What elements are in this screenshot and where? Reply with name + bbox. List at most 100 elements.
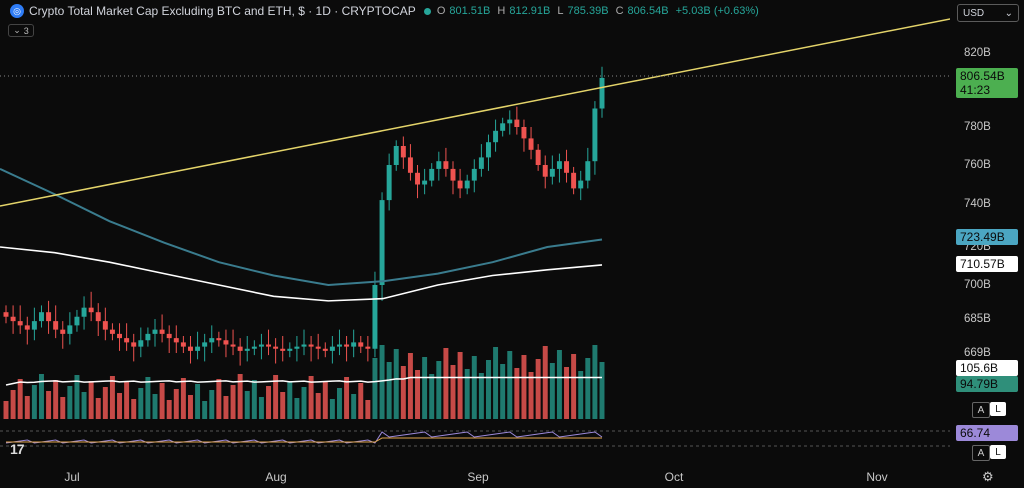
candle [258,344,264,347]
volume-bar [88,381,94,419]
volume-bar [294,398,300,419]
candle [393,146,399,165]
candle [209,338,215,343]
chevron-down-icon: ⌄ [1004,7,1013,19]
candle [60,329,66,334]
candle [251,346,257,349]
volume-bar [301,387,307,419]
volume-bar [549,363,555,419]
volume-bar [95,398,101,419]
chevron-down-icon: ⌄ [13,25,21,35]
candle [358,342,364,347]
candle [109,329,115,334]
volume-ma-line [5,376,602,386]
indicator-collapse-button[interactable]: ⌄ 3 [8,24,34,37]
candle [102,321,108,330]
rsi-log-scale-button[interactable]: L [990,445,1006,459]
candle [585,161,591,181]
candle [308,344,314,347]
price-tick: 740B [964,198,991,210]
volume-bar [450,365,456,419]
volume-bar [280,392,286,419]
cryptocap-logo-icon: ◎ [10,4,24,18]
volume-bar [159,383,165,419]
volume-bar [109,376,115,419]
volume-bar [464,369,470,419]
price-chart[interactable] [0,0,950,460]
candle [379,200,385,285]
chart-header: ◎ Crypto Total Market Cap Excluding BTC … [0,0,950,22]
candle [124,338,130,343]
candle [485,142,491,158]
volume-bar [60,397,66,419]
volume-bar [322,382,328,419]
volume-bar [478,373,484,419]
time-label: Oct [664,470,684,484]
change-value: +5.03B (+0.63%) [675,5,759,17]
candle [535,149,541,165]
candle [145,333,151,341]
candle [10,316,16,322]
auto-scale-button[interactable]: A [972,402,990,418]
candle [400,146,406,158]
settings-icon[interactable]: ⚙ [982,469,994,484]
volume-bar [407,353,413,419]
ma-short-badge: 710.57B [956,256,1018,272]
volume-bar [117,393,123,419]
candle [365,346,371,349]
volume-bar [329,399,335,419]
volume-bar [556,350,562,419]
time-label: Sep [467,470,489,484]
volume-bar [124,382,130,419]
volume-bar [102,387,108,419]
volume-bar [443,348,449,419]
volume-bar [372,358,378,419]
volume-bar [493,347,499,419]
candle [294,346,300,349]
trendline [0,18,950,207]
candle [415,172,421,185]
candle [202,342,208,347]
candle [17,321,23,326]
candle [571,172,577,189]
candle [372,285,378,349]
volume-bar [578,371,584,419]
volume-bar [258,397,264,419]
candle [131,342,137,347]
candle [31,321,37,330]
volume-bar [344,377,350,419]
candle [67,325,73,334]
candle [266,344,272,347]
candle [407,157,413,173]
volume-bar [415,370,421,419]
volume-bar [209,390,215,419]
candle [528,138,534,150]
volume-badge: 94.79B [956,376,1018,392]
volume-bar [10,390,16,419]
currency-selector[interactable]: USD ⌄ [957,4,1019,22]
candle [556,161,562,169]
volume-bar [17,379,23,419]
time-label: Jul [64,470,80,484]
candle [3,312,9,317]
volume-bar [46,391,52,419]
symbol-title[interactable]: Crypto Total Market Cap Excluding BTC an… [29,4,416,18]
candle [592,108,598,162]
candle [152,329,158,334]
volume-bar [166,400,172,419]
volume-bar [308,376,314,419]
volume-bar [38,374,44,419]
volume-bar [67,386,73,419]
rsi-ma-line [6,437,602,443]
volume-bar [287,381,293,419]
rsi-auto-scale-button[interactable]: A [972,445,990,461]
candle [450,168,456,181]
volume-bar [422,357,428,419]
candle [493,130,499,143]
candle [599,77,605,109]
log-scale-button[interactable]: L [990,402,1006,416]
rsi-badge: 66.74 [956,425,1018,441]
volume-bar [500,364,506,419]
candle [88,307,94,313]
candle [24,325,30,330]
